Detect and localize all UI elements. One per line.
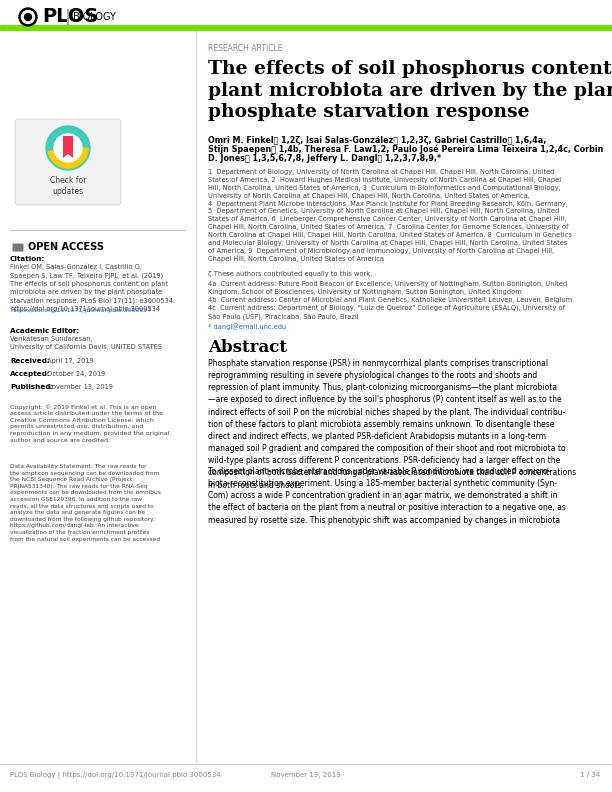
Text: BIOLOGY: BIOLOGY <box>73 12 116 22</box>
Text: April 17, 2019: April 17, 2019 <box>47 358 94 364</box>
Text: Published:: Published: <box>10 384 53 390</box>
Wedge shape <box>48 148 88 168</box>
Text: The effects of soil phosphorus content on
plant microbiota are driven by the pla: The effects of soil phosphorus content o… <box>208 60 612 121</box>
Text: Accepted:: Accepted: <box>10 371 51 377</box>
FancyBboxPatch shape <box>12 243 23 252</box>
Text: Finkel OM, Salas-González I, Castrillo G,
Spaepen S, Law TF, Teixeira PJPL, et a: Finkel OM, Salas-González I, Castrillo G… <box>10 264 175 311</box>
Text: Data Availability Statement: The raw reads for
the amplicon sequencing can be do: Data Availability Statement: The raw rea… <box>10 464 161 542</box>
Bar <box>0 25 612 30</box>
Text: D. Jonesⓘ 1,3,5,6,7,8, Jeffery L. Danglⓘ 1,2,3,7,8,9,*: D. Jonesⓘ 1,3,5,6,7,8, Jeffery L. Danglⓘ… <box>208 154 441 163</box>
Text: RESEARCH ARTICLE: RESEARCH ARTICLE <box>208 44 283 53</box>
Text: Academic Editor:: Academic Editor: <box>10 328 79 334</box>
Text: Copyright: © 2019 Finkel et al. This is an open
access article distributed under: Copyright: © 2019 Finkel et al. This is … <box>10 404 170 443</box>
Text: Check for
updates: Check for updates <box>50 177 86 196</box>
Text: https://doi.org/10.1371/journal.pbio.3000534: https://doi.org/10.1371/journal.pbio.300… <box>10 308 151 313</box>
Text: * dangl@email.unc.edu: * dangl@email.unc.edu <box>208 323 286 329</box>
Text: Citation:: Citation: <box>10 256 45 262</box>
FancyBboxPatch shape <box>15 119 121 205</box>
Text: Omri M. Finkelⓘ 1,2ζ, Isai Salas-Gonzálezⓘ 1,2,3ζ, Gabriel Castrilloⓘ 1,6,4a,: Omri M. Finkelⓘ 1,2ζ, Isai Salas-Gonzále… <box>208 136 547 145</box>
Text: 1 / 34: 1 / 34 <box>580 772 600 778</box>
Circle shape <box>46 126 90 170</box>
Circle shape <box>21 10 34 24</box>
Text: PLOS: PLOS <box>42 7 99 26</box>
Circle shape <box>24 13 31 21</box>
Text: PLOS Biology | https://doi.org/10.1371/journal.pbio.3000534: PLOS Biology | https://doi.org/10.1371/j… <box>10 772 220 779</box>
Text: Phosphate starvation response (PSR) in nonmycorrhizal plants comprises transcrip: Phosphate starvation response (PSR) in n… <box>208 359 576 489</box>
Text: October 24, 2019: October 24, 2019 <box>47 371 105 377</box>
Text: Abstract: Abstract <box>208 339 287 356</box>
Text: OPEN ACCESS: OPEN ACCESS <box>28 242 104 252</box>
Polygon shape <box>63 136 73 158</box>
Text: November 13, 2019: November 13, 2019 <box>47 384 113 390</box>
Circle shape <box>54 134 82 162</box>
Text: Received:: Received: <box>10 358 50 364</box>
Text: Stijn Spaepenⓘ 1,4b, Theresa F. Law1,2, Paulo José Pereira Lima Teixeira 1,2,4c,: Stijn Spaepenⓘ 1,4b, Theresa F. Law1,2, … <box>208 145 603 154</box>
Circle shape <box>19 8 37 26</box>
Text: 1  Department of Biology, University of North Carolina at Chapel Hill, Chapel Hi: 1 Department of Biology, University of N… <box>208 169 572 262</box>
Text: ζ These authors contributed equally to this work.: ζ These authors contributed equally to t… <box>208 271 372 277</box>
Text: To dissect plant–microbe interactions under variable P conditions, we conducted : To dissect plant–microbe interactions un… <box>208 467 566 524</box>
Text: Venkatesan Sundaresan,
University of California Davis, UNITED STATES: Venkatesan Sundaresan, University of Cal… <box>10 336 162 350</box>
Text: 4a  Current address: Future Food Beacon of Excellence, University of Nottingham,: 4a Current address: Future Food Beacon o… <box>208 281 572 320</box>
Text: November 13, 2019: November 13, 2019 <box>271 772 341 778</box>
